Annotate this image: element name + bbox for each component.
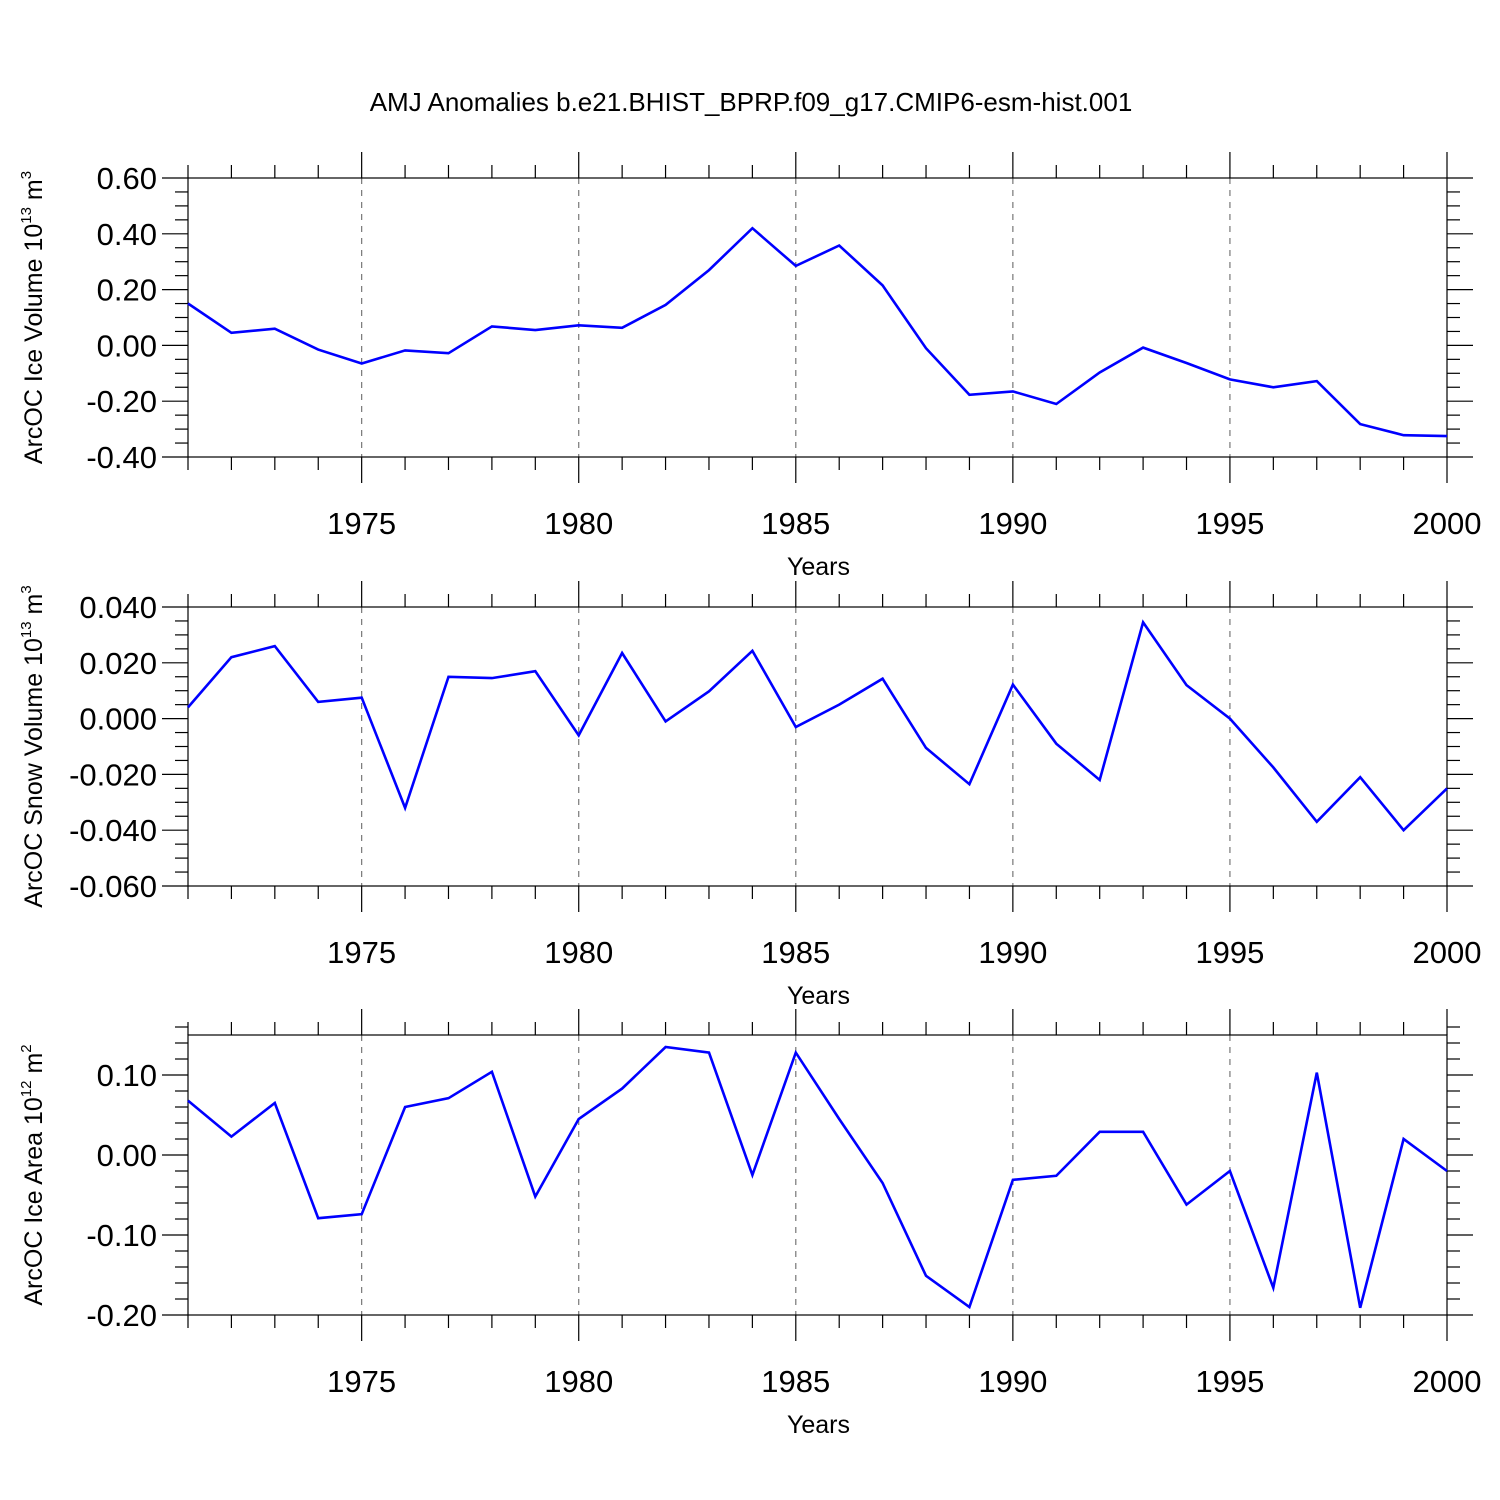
series-line <box>187 226 1448 438</box>
x-tick-label: 1975 <box>327 1364 396 1399</box>
x-axis-label: Years <box>787 553 850 581</box>
y-tick-label: 0.60 <box>97 161 157 196</box>
y-tick-label: 0.000 <box>79 702 157 737</box>
y-tick-label: -0.10 <box>86 1218 157 1253</box>
x-tick-label: 1975 <box>327 506 396 541</box>
x-tick-label: 1985 <box>761 935 830 970</box>
y-tick-label: 0.20 <box>97 273 157 308</box>
x-tick-label: 1995 <box>1195 935 1264 970</box>
x-tick-label: 2000 <box>1413 506 1482 541</box>
figure-title: AMJ Anomalies b.e21.BHIST_BPRP.f09_g17.C… <box>370 87 1133 117</box>
y-axis-label-text: ArcOC Ice Volume 10 <box>20 224 48 464</box>
x-tick-label: 1990 <box>978 935 1047 970</box>
x-tick-label: 2000 <box>1413 1364 1482 1399</box>
x-tick-label: 1980 <box>544 1364 613 1399</box>
y-tick-label: 0.10 <box>97 1058 157 1093</box>
y-axis-label-unit: m <box>20 594 48 622</box>
y-axis-label: ArcOC Ice Volume 1013 m3 <box>18 171 48 464</box>
y-axis-label-exponent: 12 <box>18 1081 35 1098</box>
x-tick-label: 1990 <box>978 506 1047 541</box>
x-axis-label: Years <box>787 982 850 1010</box>
y-tick-label: -0.060 <box>69 869 157 904</box>
x-tick-label: 1995 <box>1195 506 1264 541</box>
y-tick-label: 0.40 <box>97 217 157 252</box>
y-axis-label-exponent: 13 <box>18 207 35 224</box>
y-tick-label: 0.00 <box>97 328 157 363</box>
y-tick-label: -0.20 <box>86 1298 157 1333</box>
y-axis-label-exponent: 13 <box>18 621 35 638</box>
y-axis-label-unit-exponent: 2 <box>18 1044 35 1052</box>
x-tick-label: 1990 <box>978 1364 1047 1399</box>
series-line <box>187 619 1448 833</box>
y-tick-label: 0.040 <box>79 590 157 625</box>
x-tick-label: 1975 <box>327 935 396 970</box>
panel-snow-volume: -0.060 -0.040 -0.020 0.000 0.020 0.040 1975 198… <box>18 581 1481 1010</box>
panel-ice-volume: -0.40 -0.20 0.00 0.20 0.40 0.60 1975 1980 1985 19… <box>18 152 1481 581</box>
x-axis-label: Years <box>787 1411 850 1439</box>
y-axis-label-text: ArcOC Ice Area 10 <box>20 1097 48 1305</box>
x-tick-label: 1980 <box>544 506 613 541</box>
y-tick-label: -0.020 <box>69 757 157 792</box>
y-axis-label-text: ArcOC Snow Volume 10 <box>20 638 48 908</box>
y-axis-label-unit-exponent: 3 <box>18 585 35 593</box>
y-axis-label: ArcOC Ice Area 1012 m2 <box>18 1044 48 1305</box>
plot-frame <box>187 1034 1448 1316</box>
y-axis-label-unit: m <box>20 1053 48 1081</box>
x-tick-label: 1995 <box>1195 1364 1264 1399</box>
y-axis-label-unit: m <box>20 179 48 207</box>
y-tick-label: -0.040 <box>69 813 157 848</box>
y-tick-label: 0.00 <box>97 1138 157 1173</box>
y-axis-label-unit-exponent: 3 <box>18 171 35 179</box>
x-tick-label: 2000 <box>1413 935 1482 970</box>
x-tick-label: 1985 <box>761 506 830 541</box>
y-tick-label: -0.20 <box>86 384 157 419</box>
x-tick-label: 1980 <box>544 935 613 970</box>
y-tick-label: 0.020 <box>79 646 157 681</box>
x-tick-label: 1985 <box>761 1364 830 1399</box>
plot-frame <box>187 177 1448 458</box>
y-axis-label: ArcOC Snow Volume 1013 m3 <box>18 585 48 907</box>
y-tick-label: -0.40 <box>86 440 157 475</box>
panel-ice-area: -0.20 -0.10 0.00 0.10 1975 1980 1985 1990 1995 20… <box>18 1009 1481 1439</box>
plot-frame <box>187 606 1448 887</box>
series-line <box>187 1045 1448 1310</box>
